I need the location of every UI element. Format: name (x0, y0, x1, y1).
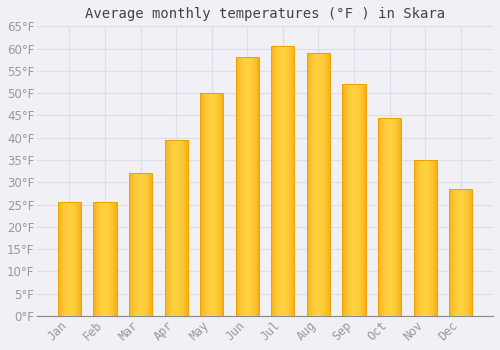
Bar (164, 140, 188, 316)
Bar (378, 118, 401, 316)
Bar (307, 53, 330, 316)
Bar (94, 202, 116, 316)
Bar (129, 173, 152, 316)
Bar (58, 202, 81, 316)
Bar (272, 46, 294, 316)
Bar (236, 57, 259, 316)
Bar (449, 189, 472, 316)
Bar (342, 84, 365, 316)
Bar (414, 160, 437, 316)
Title: Average monthly temperatures (°F ) in Skara: Average monthly temperatures (°F ) in Sk… (85, 7, 445, 21)
Bar (200, 93, 224, 316)
